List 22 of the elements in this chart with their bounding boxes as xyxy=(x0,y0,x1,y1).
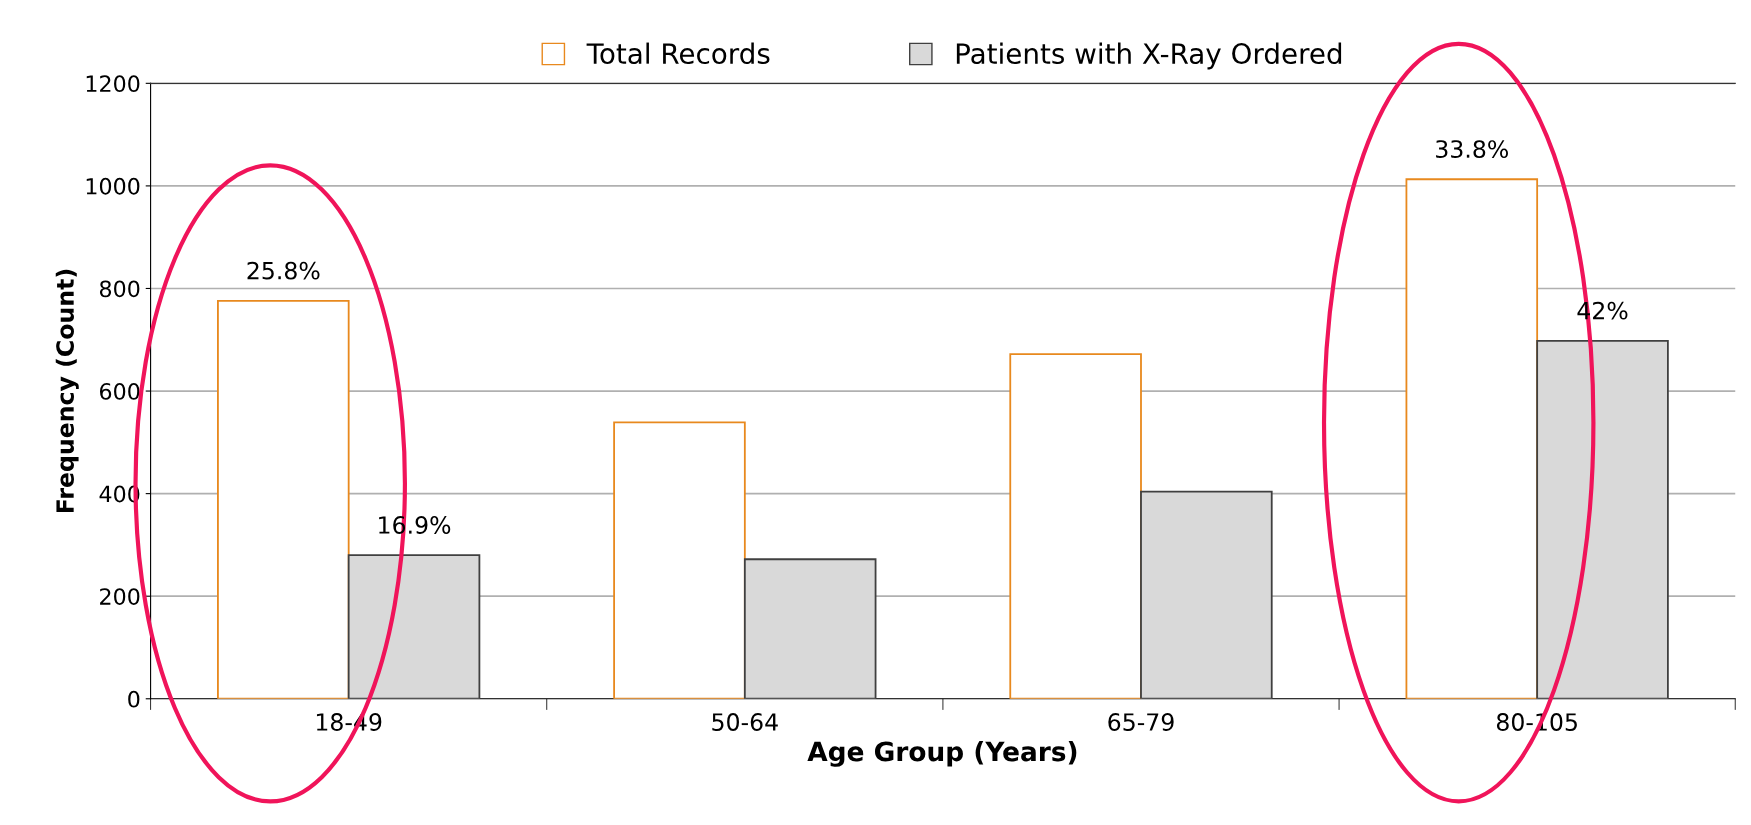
y-tick-label: 1000 xyxy=(86,177,140,195)
y-axis-title: Frequency (Count) xyxy=(55,269,79,513)
y-tick-label: 200 xyxy=(100,588,140,605)
y-tick-label: 800 xyxy=(99,280,140,298)
y-tick-label: 0 xyxy=(128,690,140,708)
legend-label: Patients with X-Ray Ordered xyxy=(956,42,1342,70)
y-tick-label: 1200 xyxy=(86,75,140,93)
legend-label: Total Records xyxy=(586,42,770,65)
x-axis-title: Age Group (Years) xyxy=(807,741,1077,767)
annotation: 33.8% xyxy=(1436,140,1508,158)
bar xyxy=(613,421,746,699)
y-tick-label: 600 xyxy=(100,383,140,400)
bar xyxy=(1009,353,1142,699)
x-tick-label: 50-64 xyxy=(712,713,778,731)
bar xyxy=(1405,178,1539,699)
bar xyxy=(347,554,481,699)
bar xyxy=(1536,339,1669,699)
bar xyxy=(217,299,350,699)
annotation: 25.8% xyxy=(247,261,320,280)
x-tick-label: 65-79 xyxy=(1108,713,1174,731)
bar xyxy=(1140,490,1273,699)
bar xyxy=(743,558,877,699)
